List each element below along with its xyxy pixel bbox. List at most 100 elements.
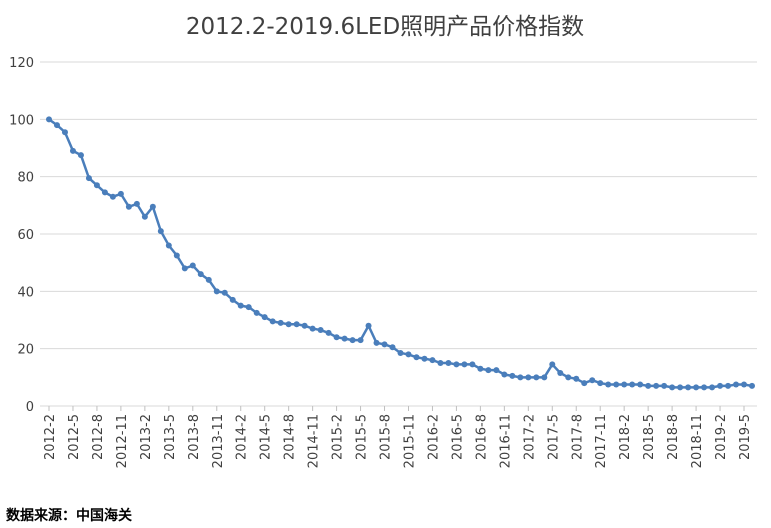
- data-point: [69, 147, 76, 154]
- data-point: [165, 242, 172, 249]
- data-point: [701, 384, 708, 391]
- data-point: [565, 374, 572, 381]
- x-tick-label: 2013-5: [163, 414, 178, 460]
- x-tick-label: 2013-8: [187, 414, 202, 460]
- x-tick-label: 2019-5: [738, 414, 753, 460]
- data-point: [557, 370, 564, 377]
- x-tick-label: 2016-8: [474, 414, 489, 460]
- source-note: 数据来源：中国海关: [6, 507, 132, 524]
- data-point: [645, 382, 652, 389]
- data-point: [549, 361, 556, 368]
- data-point: [197, 271, 204, 278]
- data-point: [325, 329, 332, 336]
- x-tick-label: 2015-11: [402, 414, 417, 468]
- data-point: [413, 354, 420, 361]
- x-tick-label: 2018-11: [690, 414, 705, 468]
- data-point: [749, 382, 755, 389]
- data-point: [309, 325, 316, 332]
- data-point: [661, 382, 668, 389]
- data-point: [229, 296, 236, 303]
- data-point: [477, 365, 484, 372]
- y-tick-label: 100: [9, 113, 34, 128]
- data-point: [509, 372, 516, 379]
- x-tick-label: 2016-5: [450, 414, 465, 460]
- data-point: [261, 314, 268, 321]
- data-point: [637, 381, 644, 388]
- data-line: [48, 118, 753, 389]
- y-tick-label: 120: [9, 56, 34, 71]
- data-point: [677, 384, 684, 391]
- data-point: [709, 384, 716, 391]
- data-point: [717, 382, 724, 389]
- x-tick-label: 2015-8: [379, 414, 394, 460]
- data-point: [189, 262, 196, 269]
- x-tick-label: 2012-8: [91, 414, 106, 460]
- data-point: [597, 380, 604, 387]
- chart-title: 2012.2-2019.6LED照明产品价格指数: [186, 14, 584, 40]
- x-tick-label: 2014-5: [259, 414, 274, 460]
- data-point: [109, 193, 116, 200]
- y-tick-label: 80: [17, 171, 34, 186]
- data-point: [741, 381, 748, 388]
- data-point: [357, 337, 364, 344]
- data-point: [429, 357, 436, 364]
- data-point: [405, 351, 412, 358]
- data-point: [365, 322, 372, 329]
- data-point: [525, 374, 532, 381]
- data-point: [157, 228, 164, 235]
- data-point: [293, 321, 300, 328]
- data-point: [421, 355, 428, 362]
- x-tick-label: 2016-11: [498, 414, 513, 468]
- data-point: [149, 203, 156, 210]
- data-point: [85, 175, 92, 182]
- data-point: [125, 203, 132, 210]
- data-point: [341, 335, 348, 342]
- data-point: [573, 375, 580, 382]
- data-point: [237, 302, 244, 309]
- data-point: [653, 382, 660, 389]
- x-tick-label: 2016-2: [426, 414, 441, 460]
- data-point: [461, 361, 468, 368]
- x-tick-label: 2012-2: [43, 414, 58, 460]
- data-point: [181, 265, 188, 272]
- data-point: [517, 374, 524, 381]
- data-point: [46, 116, 52, 123]
- data-point: [101, 189, 108, 196]
- data-point: [253, 309, 260, 316]
- x-tick-label: 2012-5: [67, 414, 82, 460]
- data-point: [541, 374, 548, 381]
- data-point: [205, 276, 212, 283]
- data-point: [173, 252, 180, 259]
- data-point: [453, 361, 460, 368]
- x-tick-label: 2017-5: [546, 414, 561, 460]
- data-point: [669, 384, 676, 391]
- x-tick-label: 2013-11: [211, 414, 226, 468]
- data-point: [245, 304, 252, 311]
- data-point: [269, 318, 276, 325]
- data-point: [725, 382, 732, 389]
- data-point: [389, 344, 396, 351]
- data-point: [501, 371, 508, 378]
- data-point: [469, 361, 476, 368]
- x-tick-label: 2015-5: [355, 414, 370, 460]
- x-tick-label: 2012-11: [115, 414, 130, 468]
- data-point: [141, 213, 148, 220]
- x-tick-label: 2014-11: [307, 414, 322, 468]
- data-point: [61, 129, 68, 136]
- data-point: [285, 321, 292, 328]
- x-tick-label: 2018-2: [618, 414, 633, 460]
- data-point: [317, 327, 324, 334]
- data-point: [485, 367, 492, 374]
- x-tick-label: 2015-2: [331, 414, 346, 460]
- data-point: [77, 152, 84, 159]
- y-tick-label: 20: [17, 343, 34, 358]
- data-point: [533, 374, 540, 381]
- x-tick-label: 2014-2: [235, 414, 250, 460]
- x-tick-label: 2018-5: [642, 414, 657, 460]
- data-point: [373, 339, 380, 346]
- y-tick-label: 40: [17, 285, 34, 300]
- data-point: [133, 200, 140, 207]
- x-tick-label: 2019-2: [714, 414, 729, 460]
- data-point: [397, 349, 404, 356]
